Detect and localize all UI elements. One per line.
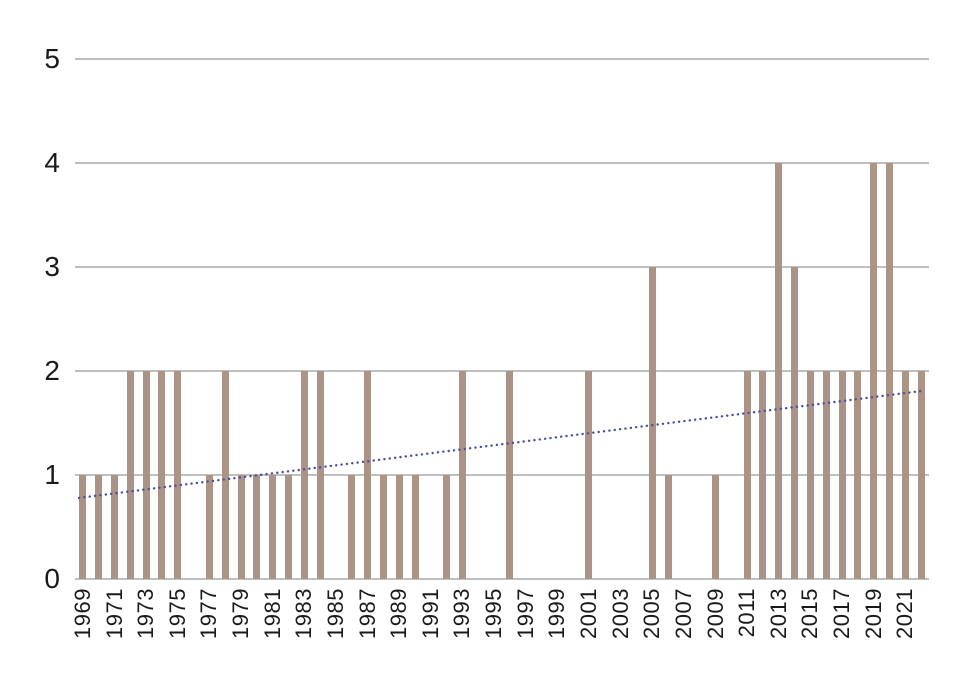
x-axis-tick-label-1979: 1979 bbox=[228, 588, 254, 639]
bar-2020 bbox=[885, 163, 893, 579]
x-axis-tick-label-1995: 1995 bbox=[481, 588, 507, 639]
gridline-4 bbox=[75, 162, 929, 164]
bar-1987 bbox=[364, 371, 372, 579]
x-axis-tick-label-2007: 2007 bbox=[670, 588, 696, 639]
gridline-2 bbox=[75, 370, 929, 372]
gridline-1 bbox=[75, 474, 929, 476]
bar-1973 bbox=[142, 371, 150, 579]
x-axis-tick-label-1973: 1973 bbox=[133, 588, 159, 639]
bar-1992 bbox=[443, 475, 451, 579]
bar-2006 bbox=[664, 475, 672, 579]
y-axis-tick-label-1: 1 bbox=[44, 459, 60, 490]
y-axis-tick-label-2: 2 bbox=[44, 355, 60, 386]
bar-1980 bbox=[253, 475, 261, 579]
x-axis-tick-label-1997: 1997 bbox=[512, 588, 538, 639]
bar-2018 bbox=[854, 371, 862, 579]
x-axis-tick-label-2009: 2009 bbox=[702, 588, 728, 639]
x-axis-tick-label-1999: 1999 bbox=[544, 588, 570, 639]
x-axis-tick-label-2015: 2015 bbox=[797, 588, 823, 639]
bar-1981 bbox=[269, 475, 277, 579]
x-axis-tick-label-1987: 1987 bbox=[354, 588, 380, 639]
plot-area bbox=[75, 58, 929, 580]
y-axis-tick-label-4: 4 bbox=[44, 147, 60, 178]
trendline-svg bbox=[77, 389, 925, 500]
bar-2019 bbox=[870, 163, 878, 579]
x-axis-tick-label-1969: 1969 bbox=[69, 588, 95, 639]
x-axis-tick-label-2011: 2011 bbox=[734, 588, 760, 638]
bar-2001 bbox=[585, 371, 593, 579]
x-axis-tick-label-2019: 2019 bbox=[860, 588, 886, 639]
bar-1974 bbox=[158, 371, 166, 579]
x-axis-tick-label-2005: 2005 bbox=[639, 588, 665, 639]
bar-1986 bbox=[348, 475, 356, 579]
bar-1969 bbox=[79, 475, 87, 579]
bar-1975 bbox=[174, 371, 182, 579]
bar-1993 bbox=[458, 371, 466, 579]
bar-1990 bbox=[411, 475, 419, 579]
bar-1988 bbox=[379, 475, 387, 579]
bar-1978 bbox=[221, 371, 229, 579]
bar-2016 bbox=[822, 371, 830, 579]
gridline-0 bbox=[75, 578, 929, 580]
bar-1996 bbox=[506, 371, 514, 579]
bar-2017 bbox=[838, 371, 846, 579]
y-axis-tick-label-3: 3 bbox=[44, 251, 60, 282]
x-axis-tick-label-1991: 1991 bbox=[417, 588, 443, 639]
bar-2005 bbox=[648, 267, 656, 579]
bar-2012 bbox=[759, 371, 767, 579]
x-axis-tick-label-2017: 2017 bbox=[829, 588, 855, 639]
bar-1972 bbox=[126, 371, 134, 579]
x-axis-tick-label-1975: 1975 bbox=[164, 588, 190, 639]
bar-1989 bbox=[395, 475, 403, 579]
x-axis-tick-label-1981: 1981 bbox=[259, 588, 285, 639]
bar-2014 bbox=[791, 267, 799, 579]
x-axis-tick-label-1971: 1971 bbox=[101, 588, 127, 639]
bar-2013 bbox=[775, 163, 783, 579]
bar-1984 bbox=[316, 371, 324, 579]
y-axis-tick-label-5: 5 bbox=[44, 43, 60, 74]
x-axis-tick-label-1977: 1977 bbox=[196, 588, 222, 639]
bar-2015 bbox=[806, 371, 814, 579]
x-axis-tick-label-2021: 2021 bbox=[892, 588, 918, 639]
bar-1970 bbox=[95, 475, 103, 579]
bar-1979 bbox=[237, 475, 245, 579]
bar-1977 bbox=[205, 475, 213, 579]
bar-2022 bbox=[917, 371, 925, 579]
x-axis-tick-label-1993: 1993 bbox=[449, 588, 475, 639]
x-axis-tick-label-2013: 2013 bbox=[765, 588, 791, 639]
bar-1982 bbox=[285, 475, 292, 579]
x-axis-tick-label-2001: 2001 bbox=[575, 588, 601, 639]
trendline bbox=[77, 389, 925, 500]
bar-2009 bbox=[712, 475, 719, 579]
bar-2021 bbox=[901, 371, 909, 579]
bar-1983 bbox=[300, 371, 308, 579]
x-axis-tick-label-1989: 1989 bbox=[386, 588, 412, 639]
bar-1971 bbox=[111, 475, 119, 579]
y-axis-tick-label-0: 0 bbox=[44, 563, 60, 594]
x-axis-tick-label-1983: 1983 bbox=[291, 588, 317, 639]
gridline-3 bbox=[75, 266, 929, 268]
x-axis-tick-label-2003: 2003 bbox=[607, 588, 633, 639]
gridline-5 bbox=[75, 58, 929, 60]
bar-2011 bbox=[743, 371, 751, 579]
x-axis-tick-label-1985: 1985 bbox=[322, 588, 348, 639]
